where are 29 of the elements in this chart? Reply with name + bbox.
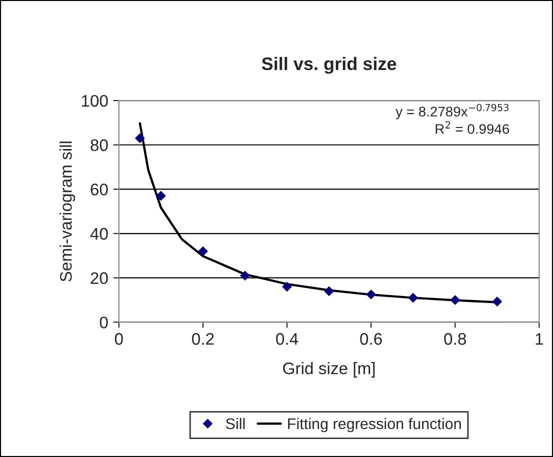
annotation: y = 8.2789x$^{−0.7953}$ (396, 104, 509, 120)
annotation: R$^{2}$ = 0.9946 (436, 121, 510, 134)
y-tick-label: 20 (90, 272, 108, 284)
y-tick-label: 0 (100, 316, 108, 328)
point (366, 290, 376, 300)
x-tick-label: 0.6 (360, 333, 382, 345)
x-tick-label: 0 (114, 333, 123, 345)
x-tick-label: 0.8 (444, 333, 466, 345)
point (198, 246, 208, 256)
y-tick-label: 60 (90, 184, 108, 196)
point (240, 270, 250, 281)
point (156, 190, 166, 201)
x-axis-title: Grid size [m] (283, 362, 375, 378)
y-tick-label: 40 (90, 228, 108, 240)
y-tick-label: 80 (90, 139, 108, 152)
x-tick-label: 0.2 (192, 333, 214, 345)
y-tick-label: 100 (82, 94, 108, 107)
x-tick-label: 1 (536, 333, 543, 345)
point (324, 286, 334, 296)
y-axis-title: Semi-variogram sill (60, 142, 76, 282)
x-tick-label: 0.4 (276, 333, 298, 345)
point (282, 282, 292, 292)
point (450, 295, 460, 305)
point (492, 296, 502, 306)
point (408, 292, 418, 303)
point (135, 133, 145, 144)
legend-label: Sill (226, 418, 245, 430)
legend-label: Fitting regression function (288, 418, 461, 432)
chart-title: Sill vs. grid size (262, 56, 396, 74)
